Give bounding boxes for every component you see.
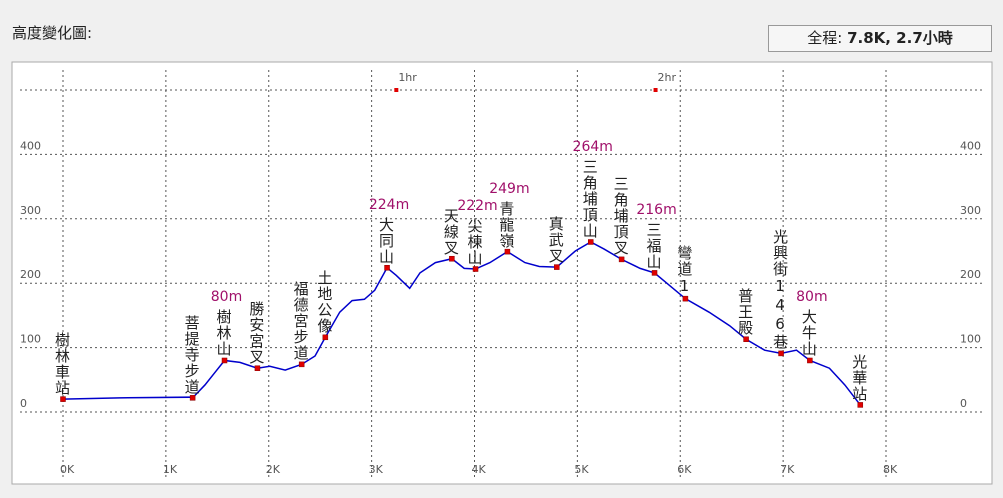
waypoint-marker	[60, 396, 66, 402]
waypoint-marker	[189, 395, 196, 401]
waypoint-marker	[807, 357, 813, 364]
waypoint-name: 尖棟山	[465, 218, 484, 267]
waypoint-marker	[554, 264, 560, 270]
waypoint-name: 樹林山	[214, 309, 233, 358]
y-tick-label-right: 300	[960, 204, 981, 217]
waypoint-name: 彎道1	[675, 244, 694, 296]
waypoint-name: 天線叉	[441, 207, 460, 256]
x-tick-label: 1K	[163, 463, 178, 476]
waypoint-name: 大同山	[377, 216, 396, 265]
y-tick-label-right: 100	[960, 333, 981, 346]
y-tick-label-right: 200	[960, 268, 981, 281]
waypoint-value-label: 216m	[636, 201, 677, 218]
waypoint-value-label: 249m	[489, 180, 530, 197]
summary-label: 全程:	[807, 29, 843, 47]
waypoint-marker	[472, 266, 479, 272]
waypoint-marker	[298, 361, 305, 368]
waypoint-name: 勝安宮叉	[247, 301, 266, 366]
waypoint-name: 三角埔頂叉	[611, 176, 630, 257]
waypoint-marker	[254, 365, 261, 371]
waypoint-name: 樹林車站	[53, 332, 71, 397]
waypoint-name: 福德宮步道	[291, 281, 310, 362]
waypoint-marker	[449, 255, 455, 262]
x-tick-label: 8K	[883, 463, 898, 476]
summary-box: 全程: 7.8K, 2.7小時	[768, 25, 992, 52]
y-tick-label: 400	[20, 139, 41, 152]
x-tick-label: 2K	[266, 463, 281, 476]
waypoint-marker	[587, 239, 594, 245]
waypoint-marker	[221, 357, 228, 364]
y-tick-label: 0	[20, 397, 27, 410]
y-tick-label-right: 0	[960, 397, 967, 410]
x-tick-label: 5K	[574, 463, 589, 476]
waypoint-marker	[778, 350, 784, 357]
x-tick-label: 7K	[780, 463, 795, 476]
waypoint-name: 大牛山	[799, 309, 818, 358]
waypoint-name: 真武叉	[546, 216, 565, 265]
waypoint-value-label: 80m	[796, 289, 828, 306]
waypoint-value-label: 222m	[457, 198, 498, 215]
y-tick-label: 200	[20, 268, 41, 281]
x-tick-label: 3K	[369, 463, 384, 476]
waypoint-marker	[322, 334, 329, 341]
waypoint-name: 三福山	[644, 221, 663, 270]
waypoint-marker	[618, 256, 625, 263]
waypoint-name: 土地公像	[315, 270, 334, 335]
waypoint-name: 三角埔頂山	[580, 158, 599, 239]
time-marker	[653, 88, 658, 92]
waypoint-marker	[384, 264, 390, 271]
summary-value: 7.8K, 2.7小時	[847, 29, 953, 47]
chart-panel	[11, 61, 993, 485]
time-label: 2hr	[658, 71, 677, 84]
waypoint-marker	[857, 402, 864, 408]
waypoint-name: 普王殿	[736, 288, 755, 337]
waypoint-name: 光華站	[850, 353, 869, 402]
waypoint-name: 青龍嶺	[497, 200, 516, 249]
x-tick-label: 4K	[472, 463, 487, 476]
waypoint-name: 光興街146巷	[771, 229, 790, 351]
time-label: 1hr	[398, 71, 417, 84]
page-title: 高度變化圖:	[12, 24, 93, 42]
y-tick-label-right: 400	[960, 139, 981, 152]
waypoint-marker	[504, 248, 511, 255]
waypoint-marker	[743, 336, 749, 342]
x-tick-label: 0K	[60, 463, 75, 476]
y-tick-label: 300	[20, 204, 41, 217]
waypoint-name: 菩提寺步道	[182, 314, 201, 395]
waypoint-value-label: 264m	[572, 138, 613, 155]
time-marker	[394, 88, 399, 92]
waypoint-marker	[682, 295, 689, 302]
waypoint-value-label: 80m	[210, 289, 243, 306]
y-tick-label: 100	[20, 333, 41, 346]
x-tick-label: 6K	[677, 463, 692, 476]
waypoint-value-label: 224m	[368, 196, 410, 213]
waypoint-marker	[651, 270, 658, 276]
